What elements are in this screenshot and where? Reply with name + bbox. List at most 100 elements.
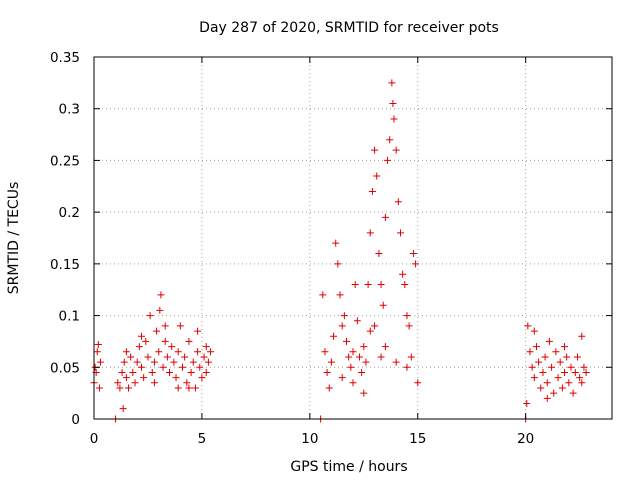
- x-tick-label: 5: [198, 431, 207, 447]
- data-point: [178, 363, 186, 371]
- data-point: [405, 322, 413, 330]
- y-tick-label: 0.15: [50, 257, 80, 273]
- data-point: [355, 353, 363, 361]
- data-point: [183, 379, 191, 387]
- data-point: [360, 343, 368, 351]
- data-point: [377, 281, 385, 289]
- data-point: [155, 348, 163, 356]
- data-point: [122, 374, 130, 382]
- data-point: [338, 374, 346, 382]
- data-point: [198, 374, 206, 382]
- data-point: [174, 348, 182, 356]
- data-point: [548, 363, 556, 371]
- data-point: [137, 332, 145, 340]
- data-point: [578, 332, 586, 340]
- data-point: [131, 379, 139, 387]
- data-point: [573, 353, 581, 361]
- data-point: [325, 384, 333, 392]
- data-point: [552, 348, 560, 356]
- data-point: [321, 348, 329, 356]
- data-point: [340, 312, 348, 320]
- data-point: [392, 146, 400, 154]
- data-point: [349, 379, 357, 387]
- x-axis-label: GPS time / hours: [290, 459, 407, 475]
- y-tick-label: 0.25: [50, 153, 80, 169]
- data-point: [366, 229, 374, 237]
- data-point: [561, 368, 569, 376]
- data-point: [140, 374, 148, 382]
- x-tick-label: 15: [409, 431, 426, 447]
- data-point: [129, 368, 137, 376]
- data-point: [386, 136, 394, 144]
- data-point: [388, 79, 396, 87]
- data-point: [373, 172, 381, 180]
- data-point: [135, 343, 143, 351]
- data-point: [532, 343, 540, 351]
- data-point: [528, 363, 536, 371]
- data-point: [381, 343, 389, 351]
- data-point: [556, 358, 564, 366]
- data-point: [159, 363, 167, 371]
- data-point: [403, 363, 411, 371]
- data-point: [384, 156, 392, 164]
- data-point: [185, 337, 193, 345]
- data-point: [204, 358, 212, 366]
- data-point: [554, 374, 562, 382]
- data-points: [90, 79, 590, 423]
- data-point: [582, 368, 590, 376]
- data-point: [172, 374, 180, 382]
- data-point: [351, 281, 359, 289]
- data-point: [194, 348, 202, 356]
- data-point: [409, 250, 417, 258]
- data-point: [580, 363, 588, 371]
- data-point: [390, 115, 398, 123]
- data-point: [338, 322, 346, 330]
- data-point: [543, 379, 551, 387]
- data-point: [524, 322, 532, 330]
- data-point: [156, 306, 164, 314]
- data-point: [576, 374, 584, 382]
- data-point: [323, 368, 331, 376]
- data-point: [358, 368, 366, 376]
- data-point: [381, 213, 389, 221]
- data-point: [371, 146, 379, 154]
- data-point: [403, 312, 411, 320]
- data-point: [345, 353, 353, 361]
- data-point: [371, 322, 379, 330]
- data-point: [94, 341, 102, 349]
- data-point: [116, 384, 124, 392]
- data-point: [366, 327, 374, 335]
- data-point: [377, 353, 385, 361]
- data-point: [541, 353, 549, 361]
- data-point: [368, 187, 376, 195]
- data-point: [414, 379, 422, 387]
- data-point: [396, 229, 404, 237]
- data-point: [330, 332, 338, 340]
- y-tick-label: 0.2: [59, 205, 80, 221]
- data-point: [194, 327, 202, 335]
- data-point: [362, 358, 370, 366]
- data-point: [545, 337, 553, 345]
- data-point: [202, 343, 210, 351]
- data-point: [558, 384, 566, 392]
- data-point: [389, 100, 397, 108]
- y-tick-label: 0: [71, 412, 80, 428]
- x-tick-label: 20: [517, 431, 534, 447]
- data-point: [153, 327, 161, 335]
- y-tick-label: 0.1: [59, 309, 80, 325]
- data-point: [148, 368, 156, 376]
- data-point: [202, 368, 210, 376]
- chart-title: Day 287 of 2020, SRMTID for receiver pot…: [199, 20, 499, 36]
- data-point: [332, 239, 340, 247]
- data-point: [353, 317, 361, 325]
- data-point: [364, 281, 372, 289]
- data-point: [349, 348, 357, 356]
- data-point: [181, 353, 189, 361]
- data-point: [170, 358, 178, 366]
- data-point: [412, 260, 420, 268]
- data-point: [567, 363, 575, 371]
- data-point: [360, 389, 368, 397]
- data-point: [191, 384, 199, 392]
